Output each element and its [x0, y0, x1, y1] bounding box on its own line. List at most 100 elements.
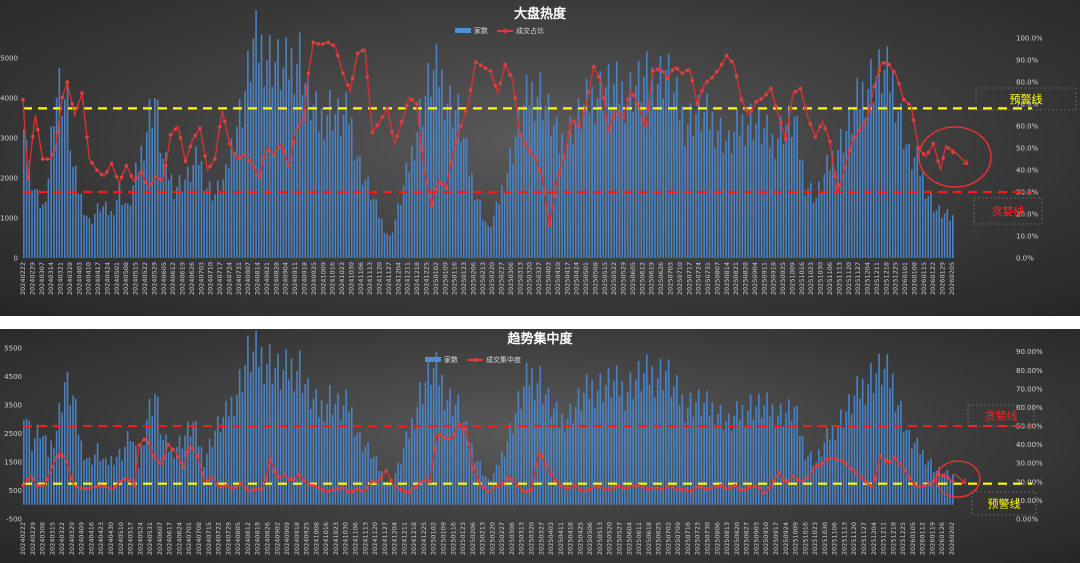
bar: [823, 174, 826, 258]
x-tick: 20250527: [616, 522, 624, 555]
bar: [659, 56, 662, 259]
line-point: [213, 157, 217, 161]
bar: [58, 67, 61, 258]
bar: [337, 98, 339, 259]
line-point: [718, 483, 723, 488]
line-point: [302, 478, 306, 483]
bar: [247, 50, 249, 258]
line-point: [268, 457, 272, 462]
x-tick: 20260126: [938, 522, 946, 555]
bar: [148, 98, 151, 258]
line-point: [360, 48, 365, 53]
bar: [665, 70, 667, 258]
bar: [547, 387, 550, 505]
y-right-tick: 70.00%: [1016, 385, 1043, 393]
x-tick: 20240812: [244, 522, 252, 555]
bar: [331, 130, 334, 258]
bar: [629, 372, 632, 505]
x-tick: 20241106: [352, 522, 360, 555]
bar: [503, 193, 506, 258]
bar: [233, 415, 236, 505]
bar: [386, 233, 389, 258]
bar: [766, 392, 768, 505]
x-tick: 20240605: [160, 262, 168, 295]
bar: [676, 77, 678, 258]
bar: [749, 103, 752, 258]
bar: [509, 148, 511, 258]
bar: [257, 62, 260, 259]
bar: [550, 417, 552, 505]
bar: [804, 460, 807, 505]
x-tick: 20240308: [39, 522, 47, 555]
x-tick: 20240715: [205, 522, 213, 555]
bar: [329, 90, 331, 258]
x-tick: 20240321: [57, 262, 65, 295]
x-tick: 20251225: [892, 262, 900, 295]
line-point: [815, 463, 820, 468]
bar: [539, 366, 542, 505]
bar: [613, 84, 615, 259]
bar: [902, 149, 905, 258]
bar: [872, 102, 875, 258]
x-tick: 20260202: [948, 522, 956, 555]
line-point: [764, 92, 768, 97]
bar: [831, 425, 834, 505]
y-left-tick: 2000: [0, 175, 18, 183]
bar: [870, 59, 872, 258]
bar: [610, 106, 613, 258]
x-tick: 20251016: [798, 262, 806, 295]
bar: [648, 93, 651, 258]
bar: [309, 120, 312, 258]
line-point: [723, 486, 728, 490]
bar: [785, 412, 787, 505]
line-point: [183, 159, 188, 163]
bar: [74, 165, 77, 258]
x-tick: 20241204: [391, 522, 399, 555]
x-tick: 20250925: [779, 262, 787, 295]
bar: [678, 120, 681, 258]
x-tick: 20251023: [807, 262, 815, 295]
legend-item-bars: 家数: [474, 26, 488, 35]
bar: [479, 200, 481, 258]
bar: [419, 381, 421, 505]
line-point: [705, 80, 709, 84]
line-point: [786, 479, 791, 483]
line-point: [587, 89, 591, 94]
bar: [798, 159, 801, 258]
bar: [148, 398, 151, 505]
bar: [796, 115, 798, 258]
bar: [697, 94, 700, 258]
line-point: [108, 486, 112, 491]
x-tick: 20240826: [264, 522, 272, 555]
line-point: [897, 81, 901, 86]
bar: [853, 395, 856, 505]
line-point: [520, 488, 524, 493]
x-tick: 20250806: [713, 522, 721, 555]
bar: [790, 137, 793, 258]
bar: [796, 405, 798, 505]
line-point: [557, 171, 562, 175]
x-tick: 20260105: [909, 522, 917, 555]
line-point: [796, 478, 800, 482]
bar: [583, 104, 585, 258]
x-tick: 20250313: [518, 522, 526, 555]
bar: [730, 430, 733, 505]
x-tick: 20251225: [899, 522, 907, 555]
bar: [69, 150, 72, 258]
x-tick: 20250702: [664, 522, 672, 555]
line-point: [129, 174, 134, 178]
bar: [820, 191, 823, 258]
bar: [329, 385, 331, 505]
line-point: [224, 483, 229, 488]
bar: [318, 131, 320, 258]
bar: [555, 117, 558, 258]
bar: [643, 76, 645, 259]
bar: [63, 382, 66, 505]
bar: [861, 81, 864, 258]
x-tick: 20251127: [854, 262, 862, 295]
line-point: [680, 487, 684, 492]
line-point: [704, 487, 708, 492]
x-tick: 20250220: [488, 522, 496, 555]
bar: [916, 145, 919, 258]
bar: [577, 388, 580, 505]
